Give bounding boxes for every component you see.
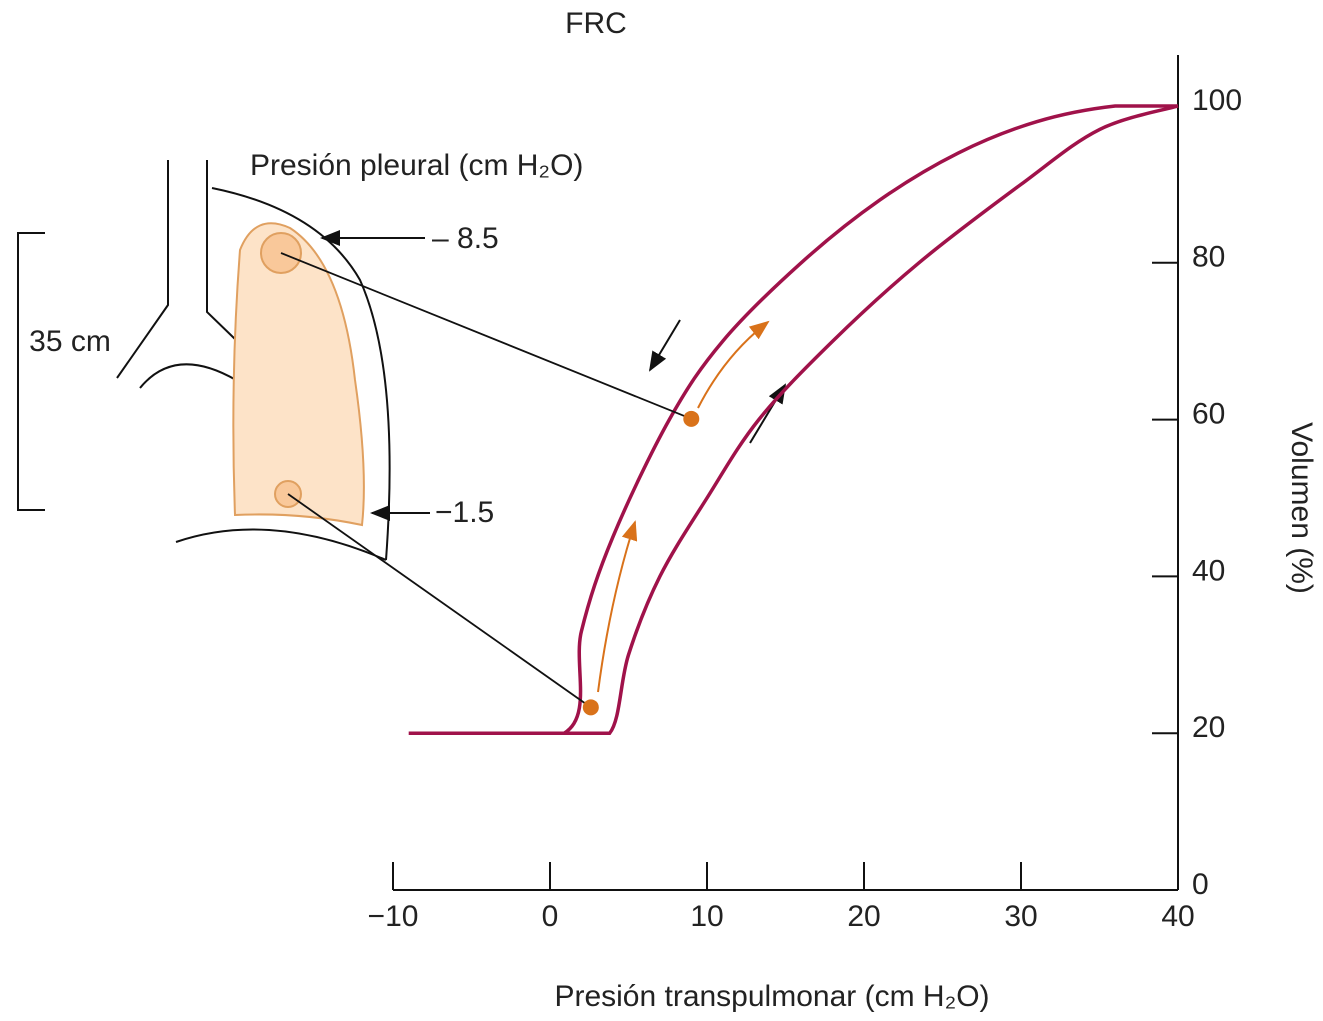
x-tick-label: 40 <box>1161 900 1194 933</box>
point <box>583 699 599 715</box>
x-tick-label: 30 <box>1004 900 1037 933</box>
pressure-label: −1.5 <box>435 496 494 529</box>
chart-title: FRC <box>565 7 627 40</box>
trachea <box>117 160 168 378</box>
pleural-title: Presión pleural (cm H₂O) <box>250 149 583 182</box>
trachea <box>207 160 236 340</box>
y-tick-label: 40 <box>1192 554 1225 587</box>
y-tick-label: 20 <box>1192 711 1225 744</box>
height-label: 35 cm <box>29 325 111 358</box>
y-axis-label: Volumen (%) <box>1285 422 1318 594</box>
pv-curve <box>564 106 1178 733</box>
chart: Presión pleural (cm H₂O) – 8.5 −1.5 35 c… <box>0 0 1323 1021</box>
bronchus <box>140 364 236 388</box>
direction-arrow <box>650 320 680 370</box>
lung-diagram: Presión pleural (cm H₂O) – 8.5 −1.5 35 c… <box>18 149 583 560</box>
inflation-arrow <box>598 522 635 692</box>
inflation-arrow <box>698 322 768 408</box>
diaphragm <box>176 530 386 560</box>
y-tick-label: 60 <box>1192 398 1225 431</box>
lung <box>233 223 364 525</box>
height-bracket <box>18 233 45 510</box>
x-tick-label: 20 <box>847 900 880 933</box>
x-tick-label: −10 <box>368 900 419 933</box>
y-tick-label: 0 <box>1192 868 1209 901</box>
pv-curve <box>409 106 1178 733</box>
x-axis-label: Presión transpulmonar (cm H₂O) <box>554 980 989 1013</box>
x-tick-label: 0 <box>542 900 559 933</box>
x-tick-label: 10 <box>690 900 723 933</box>
y-tick-label: 80 <box>1192 241 1225 274</box>
pressure-label: – 8.5 <box>432 222 499 255</box>
point <box>683 411 699 427</box>
y-tick-label: 100 <box>1192 84 1242 117</box>
